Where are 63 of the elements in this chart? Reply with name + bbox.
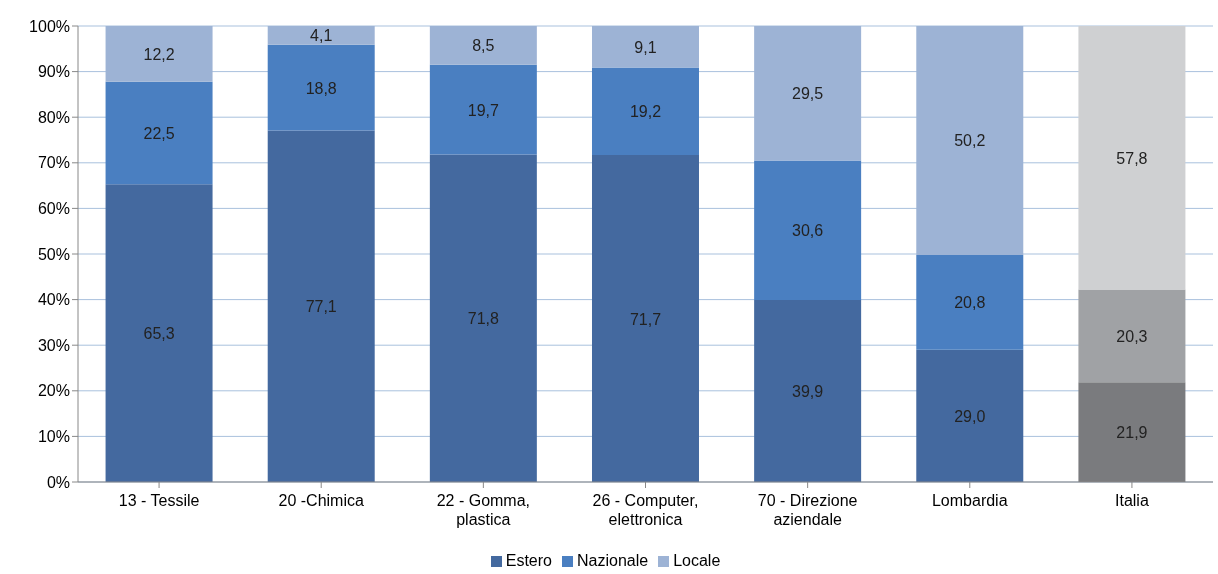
y-tick-label: 60% (37, 200, 70, 218)
data-label: 12,2 (143, 45, 175, 63)
bar (429, 64, 537, 155)
bar (1078, 26, 1186, 290)
y-tick-label: 70% (37, 154, 70, 172)
bar (591, 26, 699, 68)
x-tick-label: 13 - Tessile (118, 492, 200, 509)
y-tick-label: 20% (37, 382, 70, 400)
x-tick-label: Italia (1115, 492, 1149, 509)
data-label: 50,2 (954, 132, 986, 150)
bar (754, 300, 862, 482)
bar (754, 160, 862, 301)
bar (429, 26, 537, 65)
bar (267, 26, 375, 45)
data-label: 21,9 (1116, 424, 1148, 442)
legend-label: Estero (505, 552, 552, 569)
data-label: 20,8 (954, 294, 986, 312)
bar (916, 254, 1024, 350)
data-label: 19,7 (467, 101, 500, 119)
bar (429, 154, 537, 482)
data-label: 29,5 (792, 85, 824, 103)
data-label: 9,1 (634, 38, 657, 56)
data-label: 77,1 (305, 298, 337, 316)
y-tick-label: 50% (37, 245, 70, 263)
bar (1078, 382, 1186, 482)
y-tick-label: 90% (37, 63, 70, 81)
data-label: 57,8 (1116, 149, 1148, 167)
data-label: 39,9 (792, 383, 824, 401)
x-tick-label: 26 - Computer, elettronica (592, 492, 699, 528)
data-label: 30,6 (792, 222, 824, 240)
data-label: 19,2 (629, 103, 662, 121)
bar (1078, 289, 1186, 383)
y-tick-label: 40% (37, 291, 70, 309)
data-label: 71,8 (467, 310, 500, 328)
bar (105, 184, 213, 482)
x-tick-label: 20 -Chimica (278, 492, 364, 509)
data-label: 22,5 (143, 124, 175, 142)
x-tick-label: 22 - Gomma, plastica (436, 492, 531, 528)
bar (916, 349, 1024, 482)
y-tick-label: 0% (46, 473, 70, 491)
y-tick-label: 10% (37, 428, 70, 446)
bar (591, 155, 699, 482)
data-label: 65,3 (143, 325, 175, 343)
data-label: 4,1 (310, 27, 333, 45)
bar (267, 130, 375, 482)
bar (754, 26, 862, 161)
y-tick-label: 30% (37, 336, 70, 354)
bar (591, 67, 699, 156)
bar (105, 26, 213, 82)
y-tick-label: 100% (29, 17, 70, 35)
y-tick-label: 80% (37, 108, 70, 126)
x-tick-label: 70 - Direzione aziendale (757, 492, 858, 528)
bar (916, 26, 1024, 255)
data-label: 29,0 (954, 407, 986, 425)
legend-label: Locale (673, 552, 721, 569)
bar (267, 44, 375, 131)
data-label: 8,5 (472, 37, 495, 55)
data-label: 20,3 (1116, 327, 1148, 345)
bar (105, 81, 213, 185)
data-label: 18,8 (305, 79, 337, 97)
x-tick-label: Lombardia (931, 492, 1008, 509)
legend-label: Nazionale (576, 552, 649, 569)
data-label: 71,7 (629, 310, 662, 328)
